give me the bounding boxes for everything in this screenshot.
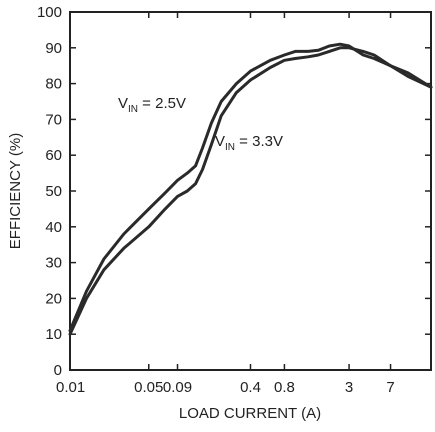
x-tick-label: 7 xyxy=(386,379,394,396)
plot-area-border xyxy=(69,11,432,371)
y-axis-label: EFFICIENCY (%) xyxy=(7,133,24,249)
series-line-1 xyxy=(68,42,433,333)
x-axis-label: LOAD CURRENT (A) xyxy=(179,405,321,422)
x-tick-label: 0.09 xyxy=(163,379,192,396)
y-axis-ticks: 0 10 20 30 40 50 60 70 80 90 100 xyxy=(37,4,431,379)
series-lines xyxy=(68,42,433,336)
x-tick-label: 0.01 xyxy=(56,379,85,396)
x-axis-ticks: 0.01 0.05 0.09 0.4 0.8 3 7 xyxy=(56,12,395,396)
y-tick-label: 100 xyxy=(37,4,62,21)
y-tick-label: 40 xyxy=(45,219,62,236)
series-annotation-2: VIN = 3.3V xyxy=(215,133,283,153)
y-tick-label: 50 xyxy=(45,183,62,200)
x-tick-label: 0.8 xyxy=(274,379,295,396)
y-tick-label: 60 xyxy=(45,147,62,164)
plot-frame xyxy=(69,11,432,371)
x-tick-label: 0.05 xyxy=(134,379,163,396)
annotation-main: V xyxy=(118,95,128,112)
annotation-value: = 3.3V xyxy=(235,133,283,150)
series-line-2 xyxy=(68,46,433,336)
y-tick-label: 20 xyxy=(45,290,62,307)
annotation-main: V xyxy=(215,133,225,150)
annotation-value: = 2.5V xyxy=(138,95,186,112)
x-tick-label: 3 xyxy=(345,379,353,396)
y-tick-label: 10 xyxy=(45,326,62,343)
annotation-subscript: IN xyxy=(225,142,235,153)
y-tick-label: 70 xyxy=(45,111,62,128)
annotation-subscript: IN xyxy=(128,104,138,115)
y-tick-label: 90 xyxy=(45,40,62,57)
y-tick-label: 0 xyxy=(54,362,62,379)
y-tick-label: 80 xyxy=(45,76,62,93)
x-tick-label: 0.4 xyxy=(240,379,261,396)
y-tick-label: 30 xyxy=(45,255,62,272)
series-annotation-1: VIN = 2.5V xyxy=(118,95,186,115)
